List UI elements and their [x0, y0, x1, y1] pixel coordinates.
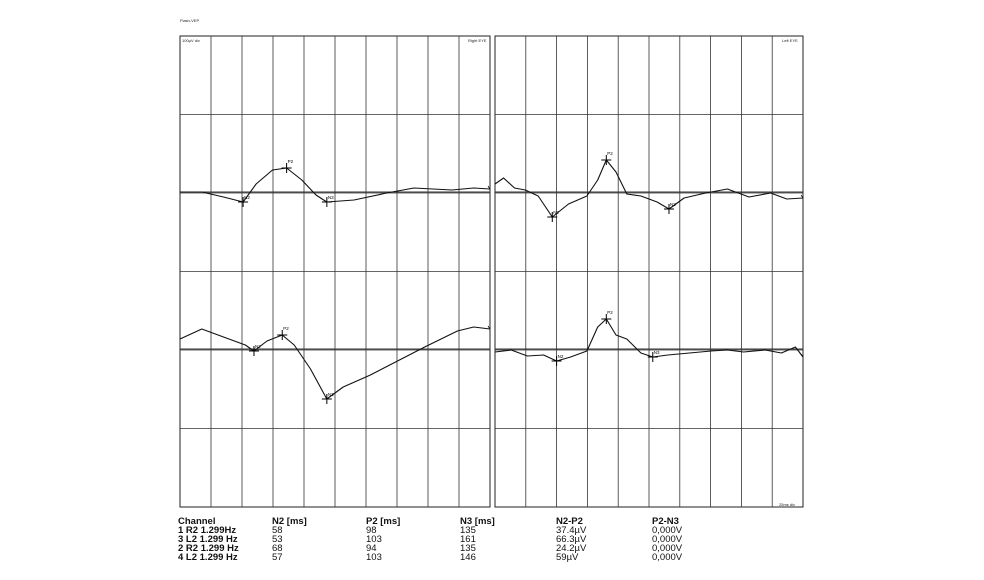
marker-label-n3: N3: [328, 195, 334, 200]
cell-n2-p2: 37.4µV: [556, 525, 587, 536]
marker-label-n3: N3: [670, 202, 676, 207]
panel-left-time-scale-label: 25ms div: [779, 502, 796, 507]
cell-p2-n3: 0,000V: [652, 543, 683, 554]
cell-n2: 53: [272, 534, 283, 545]
cell-n2: 57: [272, 552, 283, 563]
cell-p2-n3: 0,000V: [652, 552, 683, 563]
cell-n3: 161: [460, 534, 476, 545]
trace-end-tick: [487, 325, 491, 330]
marker-label-n2: N2: [244, 195, 250, 200]
cell-n2: 68: [272, 543, 283, 554]
trace-end-tick: [800, 353, 804, 358]
trace-end-tick: [487, 185, 491, 190]
cell-n2: 58: [272, 525, 283, 536]
trace-line-1: [494, 159, 804, 218]
cell-p2: 103: [366, 552, 382, 563]
col-header-n2: N2 [ms]: [272, 516, 307, 527]
marker-label-n2: N2: [255, 344, 261, 349]
trace-line-2: [179, 326, 491, 400]
panel-right-eye-label: Right EYE: [468, 38, 487, 43]
trace-end-tick: [800, 194, 804, 199]
marker-label-p2: P2: [607, 151, 613, 156]
cell-channel: 4 L2 1.299 Hz: [178, 552, 238, 563]
cell-channel: 1 R2 1.299Hz: [178, 525, 237, 536]
panel-left-eye-label: Left EYE: [782, 38, 798, 43]
table-row: 1 R2 1.299Hz 58 98 135 37.4µV 0,000V: [178, 525, 732, 536]
marker-label-p2: P2: [283, 326, 289, 331]
cell-n2-p2: 24.2µV: [556, 543, 587, 554]
marker-label-n2: N2: [553, 210, 559, 215]
cell-n3: 146: [460, 552, 476, 563]
panel-left-eye: N2 P2 N3 N2 P2 N3: [494, 35, 804, 508]
marker-label-p2: P2: [288, 159, 294, 164]
cell-p2-n3: 0,000V: [652, 525, 683, 536]
trace-line-1: [180, 167, 491, 203]
col-header-n2-p2: N2-P2: [556, 516, 583, 527]
trace-line-2: [494, 318, 804, 362]
panel-right-eye: N2 P2 N3 N2 P2 N3: [179, 35, 491, 508]
col-header-p2-n3: P2-N3: [652, 516, 679, 527]
marker-label-n3: N3: [654, 350, 660, 355]
marker-label-p2: P2: [607, 310, 613, 315]
cell-n3: 135: [460, 543, 476, 554]
marker-label-n3: N3: [328, 392, 334, 397]
table-row: 4 L2 1.299 Hz 57 103 146 59µV 0,000V: [178, 552, 732, 563]
cell-p2: 94: [366, 543, 377, 554]
cell-p2-n3: 0,000V: [652, 534, 683, 545]
cell-p2: 103: [366, 534, 382, 545]
table-row: 2 R2 1.299 Hz 68 94 135 24.2µV 0,000V: [178, 543, 732, 554]
cell-n3: 135: [460, 525, 476, 536]
table-row: 3 L2 1.299 Hz 53 103 161 66.3µV 0,000V: [178, 534, 732, 545]
cell-n2-p2: 59µV: [556, 552, 579, 563]
col-header-p2: P2 [ms]: [366, 516, 401, 527]
cell-p2: 98: [366, 525, 377, 536]
cell-channel: 3 L2 1.299 Hz: [178, 534, 238, 545]
cell-channel: 2 R2 1.299 Hz: [178, 543, 239, 554]
table-header-row: Channel N2 [ms] P2 [ms] N3 [ms] N2-P2 P2…: [178, 516, 732, 527]
measurements-table: Channel N2 [ms] P2 [ms] N3 [ms] N2-P2 P2…: [178, 516, 732, 563]
col-header-channel: Channel: [178, 516, 216, 527]
marker-label-n2: N2: [558, 354, 564, 359]
vep-chart: N2 P2 N3 N2 P2 N3 N2 P2 N3 N2 P2 N3: [179, 35, 804, 508]
header-label: Flash-VEP: [180, 18, 200, 23]
col-header-n3: N3 [ms]: [460, 516, 495, 527]
panel-right-scale-label: 100µV div: [182, 38, 200, 43]
cell-n2-p2: 66.3µV: [556, 534, 587, 545]
